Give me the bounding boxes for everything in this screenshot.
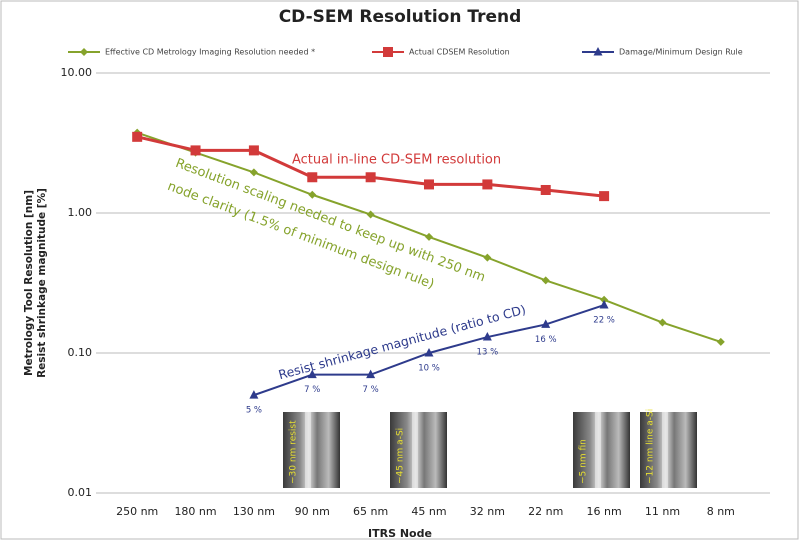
sem-image-label: ~30 nm resist <box>289 420 299 484</box>
sem-image: ~30 nm resist <box>283 412 340 488</box>
legend-marker <box>80 48 88 56</box>
sem-image-rect <box>305 412 311 488</box>
data-point <box>425 232 433 241</box>
data-point <box>366 369 376 379</box>
data-point <box>248 145 259 156</box>
y-tick-label: 1.00 <box>68 206 93 219</box>
x-tick-label: 90 nm <box>295 505 330 518</box>
data-point <box>132 131 143 142</box>
x-tick-label: 32 nm <box>470 505 505 518</box>
data-point <box>483 253 492 262</box>
sem-image-label: ~12 nm line a-Si <box>646 409 656 484</box>
data-point <box>308 190 317 199</box>
sem-image-label: ~45 nm a-Si <box>396 428 406 484</box>
x-tick-label: 22 nm <box>528 505 563 518</box>
sem-image: ~12 nm line a-Si <box>640 409 697 488</box>
sem-image-rect <box>283 412 340 488</box>
x-tick-label: 16 nm <box>586 505 621 518</box>
data-point <box>365 172 376 183</box>
data-label: 13 % <box>477 348 499 358</box>
legend-label: Damage/Minimum Design Rule <box>619 48 743 57</box>
y-tick-label: 0.10 <box>68 346 93 359</box>
data-point <box>249 168 258 177</box>
data-point <box>307 172 318 183</box>
sem-image-rect <box>640 412 697 488</box>
x-tick-label: 65 nm <box>353 505 388 518</box>
sem-image-rect <box>390 412 447 488</box>
x-tick-label: 45 nm <box>411 505 446 518</box>
x-tick-label: 130 nm <box>233 505 275 518</box>
data-point <box>541 276 550 285</box>
data-point <box>424 179 434 190</box>
y-axis-label: Metrology Tool Resolution [nm] Resist sh… <box>23 188 48 378</box>
chart-title: CD-SEM Resolution Trend <box>279 7 522 27</box>
y-tick-label: 0.01 <box>68 486 93 499</box>
y-tick-label: 10.00 <box>61 66 93 79</box>
data-point <box>482 179 493 190</box>
data-point <box>366 210 375 219</box>
data-point <box>599 300 609 309</box>
x-tick-label: 180 nm <box>174 505 216 518</box>
data-label: 7 % <box>363 385 379 395</box>
data-point <box>482 332 492 341</box>
data-label: 16 % <box>535 335 557 345</box>
x-tick-label: 11 nm <box>645 505 680 518</box>
legend-label: Actual CDSEM Resolution <box>409 48 510 57</box>
data-point <box>249 390 259 399</box>
data-point <box>190 145 201 156</box>
data-point <box>716 337 725 346</box>
data-label: 22 % <box>593 316 615 326</box>
legend-marker <box>383 47 393 57</box>
data-point <box>658 318 667 327</box>
x-axis-label: ITRS Node <box>368 527 432 540</box>
x-tick-label: 250 nm <box>116 505 158 518</box>
data-label: 7 % <box>304 385 320 395</box>
data-point <box>541 319 551 328</box>
data-point <box>599 191 610 202</box>
data-label: 5 % <box>246 406 262 416</box>
sem-image-label: ~5 nm fin <box>579 439 589 484</box>
data-point <box>540 184 551 195</box>
data-point <box>424 348 434 357</box>
data-point <box>600 295 609 304</box>
sem-image-rect <box>412 412 418 488</box>
annotation: Actual in-line CD-SEM resolution <box>292 153 501 168</box>
data-point <box>307 369 317 379</box>
legend-marker <box>593 47 603 56</box>
data-label: 10 % <box>418 364 440 374</box>
sem-image-rect <box>573 412 630 488</box>
sem-image: ~5 nm fin <box>573 412 630 488</box>
sem-image-rect <box>662 412 668 488</box>
x-tick-label: 8 nm <box>707 505 735 518</box>
y-axis-label-line: Metrology Tool Resolution [nm] <box>23 190 35 376</box>
legend-label: Effective CD Metrology Imaging Resolutio… <box>105 48 315 57</box>
sem-image: ~45 nm a-Si <box>390 412 447 488</box>
sem-image-rect <box>595 412 601 488</box>
y-axis-label-line: Resist shrinkage magnitude [%] <box>36 188 48 378</box>
